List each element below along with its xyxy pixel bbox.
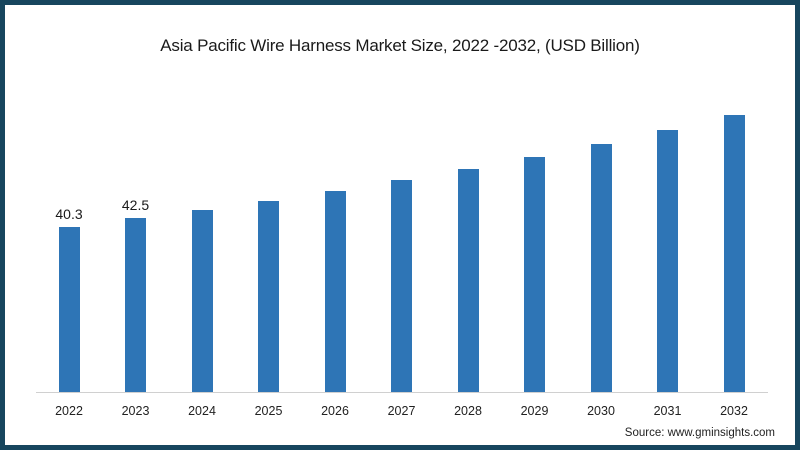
x-tick-label: 2029 <box>520 404 549 418</box>
x-tick-label: 2027 <box>387 404 416 418</box>
chart-title: Asia Pacific Wire Harness Market Size, 2… <box>160 36 640 55</box>
bar-value-label: 42.5 <box>121 196 150 213</box>
x-tick-label: 2023 <box>121 404 150 418</box>
bar-2031 <box>657 129 678 392</box>
bar-2022 <box>58 227 80 392</box>
bar-2023 <box>125 217 146 392</box>
bar-2026 <box>324 190 346 392</box>
x-tick-label: 2032 <box>720 404 748 418</box>
bar-2028 <box>457 168 479 392</box>
bar-2029 <box>524 156 545 392</box>
bar-2024 <box>191 210 213 392</box>
x-tick-label: 2026 <box>321 404 349 418</box>
bar-value-label: 40.3 <box>55 206 83 222</box>
bar-2030 <box>590 143 612 392</box>
x-axis-line <box>36 392 768 393</box>
bar-2027 <box>391 179 412 392</box>
x-tick-label: 2025 <box>254 404 283 418</box>
x-tick-label: 2028 <box>454 404 482 418</box>
x-tick-label: 2022 <box>55 404 83 418</box>
plot-area: 2022 40.3 2023 42.5 2024 2025 2026 2027 2028 2029… <box>5 5 800 455</box>
bar-2025 <box>258 201 279 392</box>
bar-2032 <box>723 114 745 392</box>
x-tick-label: 2030 <box>587 404 615 418</box>
source-note: Source: www.gminsights.com <box>624 427 775 439</box>
x-tick-label: 2031 <box>653 404 682 418</box>
x-tick-label: 2024 <box>188 404 216 418</box>
